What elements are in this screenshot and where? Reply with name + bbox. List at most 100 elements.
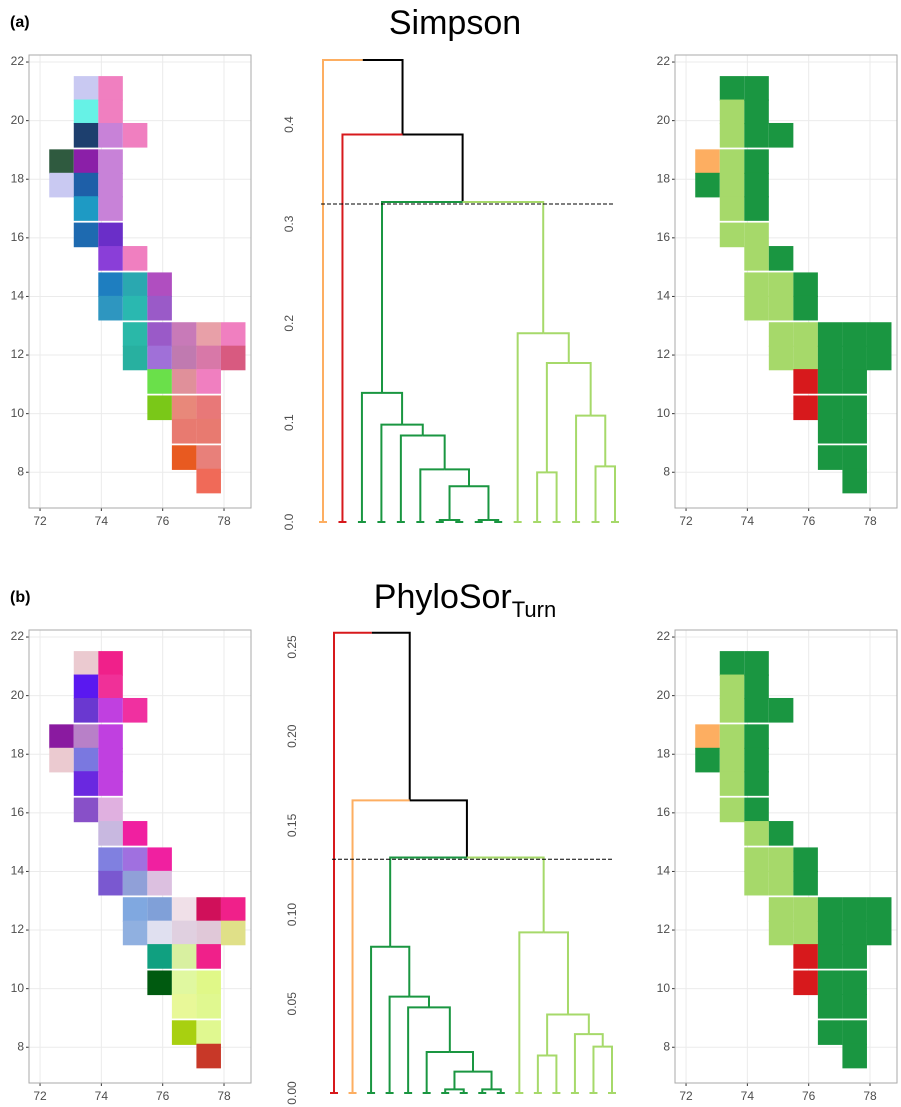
grid-cell [196,445,221,470]
y-tick-label: 20 [11,688,25,702]
grid-cell [73,172,99,198]
y-tick-label: 0.25 [285,635,299,659]
grid-cell [793,944,818,969]
x-tick-label: 72 [33,1089,47,1103]
grid-cell [719,771,745,796]
grid-cell [196,920,221,946]
x-tick-label: 74 [95,1089,109,1103]
grid-cell [744,870,769,896]
grid-cell [793,322,818,347]
y-tick-label: 16 [11,805,25,819]
grid-cell [147,870,172,896]
grid-cell [122,697,148,723]
y-tick-label: 18 [657,171,671,185]
y-tick-label: 12 [657,347,671,361]
y-tick-label: 0.10 [285,903,299,927]
grid-cell [220,920,246,946]
y-tick-label: 8 [663,1039,670,1053]
y-tick-label: 8 [663,464,670,478]
grid-cell [793,369,818,394]
grid-cell [793,920,818,946]
grid-cell [122,920,148,946]
branch [573,1033,589,1093]
grid-cell [98,724,123,749]
branch [351,799,410,1093]
x-tick-label: 78 [863,514,877,528]
y-tick-label: 12 [11,347,25,361]
grid-cell [744,674,769,700]
grid-cell [842,369,867,394]
grid-cell [147,295,172,321]
branch [333,631,372,1093]
grid-cell [719,122,745,148]
y-tick-label: 16 [657,805,671,819]
grid-cell [817,445,843,470]
grid-cell [98,797,123,823]
grid-cell [842,445,867,470]
y-tick-label: 22 [657,629,671,643]
branch [389,856,467,947]
grid-cell [719,76,745,101]
y-tick-label: 8 [17,1039,24,1053]
y-tick-label: 0.2 [282,315,296,332]
grid-cell [196,1020,221,1045]
grid-cell [744,771,769,796]
branch [388,995,410,1093]
grid-cell [98,99,123,125]
branch [381,201,463,393]
y-tick-label: 0.00 [285,1081,299,1105]
branch [568,362,592,416]
grid-cell [744,196,769,221]
branch [491,1088,502,1093]
grid-cell [768,295,794,321]
grid-cell [122,821,148,846]
branch [409,799,468,858]
grid-cell [98,246,123,271]
grid-cell [817,897,843,922]
panel-title: Simpson [389,4,521,42]
grid-cell [744,821,769,846]
panel-border [674,54,898,509]
y-tick-label: 0.1 [282,414,296,431]
grid-cell [147,272,172,298]
grid-cell [719,172,745,198]
branch [422,434,446,470]
grid-cell [744,222,769,248]
grid-cell [196,395,221,421]
grid-cell [73,99,99,125]
grid-cell [98,697,123,723]
branch [370,945,391,1093]
grid-cell [719,697,745,723]
grid-cell [171,345,197,371]
branch [371,631,411,801]
grid-cell [744,697,769,723]
branch [449,1050,474,1072]
branch [588,1033,604,1047]
grid-cell [147,395,172,421]
grid-cell [147,944,172,969]
grid-cell [73,674,99,700]
grid-cell [147,920,172,946]
grid-cell [147,970,172,996]
panel-title: PhyloSorTurn [374,578,556,622]
panel-border [28,54,252,509]
grid-cell [719,674,745,700]
branch [462,201,545,334]
grid-cell [744,747,769,773]
grid-cell [73,697,99,723]
grid-cell [171,944,197,969]
branch [543,931,569,1015]
branch [546,471,558,522]
grid-cell [122,847,148,873]
grid-cell [73,122,99,148]
grid-cell [147,345,172,371]
branch [428,1006,451,1052]
grid-cell [793,970,818,996]
grid-cell [719,196,745,221]
grid-cell [49,724,74,749]
grid-cell [768,870,794,896]
grid-cell [122,870,148,896]
panel-label: (b) [10,589,30,606]
branch [444,1088,455,1093]
